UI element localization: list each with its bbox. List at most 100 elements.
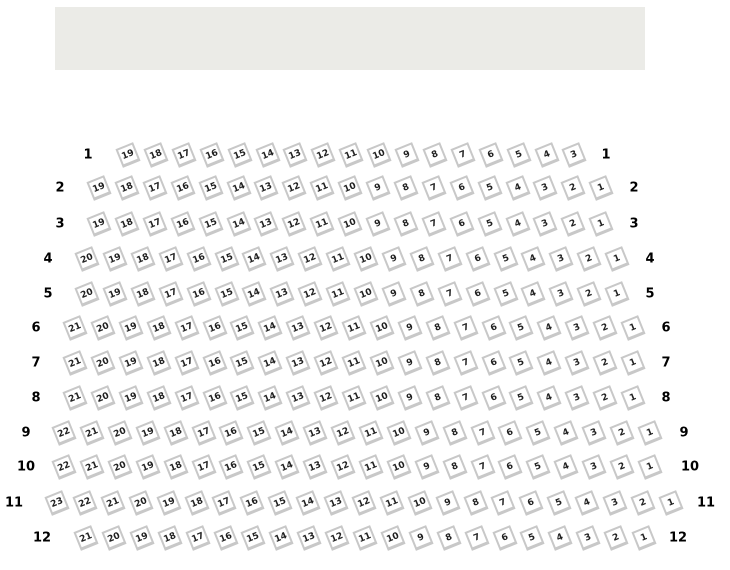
seat[interactable]: 19 bbox=[135, 454, 161, 480]
seat[interactable]: 13 bbox=[296, 525, 322, 551]
seat[interactable]: 1 bbox=[658, 490, 684, 516]
seat[interactable]: 10 bbox=[380, 525, 406, 551]
seat[interactable]: 9 bbox=[397, 385, 423, 411]
seat[interactable]: 5 bbox=[477, 211, 503, 237]
seat[interactable]: 1 bbox=[604, 281, 630, 307]
seat[interactable]: 17 bbox=[142, 211, 168, 237]
seat[interactable]: 6 bbox=[480, 315, 507, 341]
seat[interactable]: 1 bbox=[588, 175, 614, 201]
seat[interactable]: 20 bbox=[101, 525, 127, 551]
seat[interactable]: 11 bbox=[341, 315, 367, 341]
seat[interactable]: 15 bbox=[213, 281, 240, 307]
seat[interactable]: 5 bbox=[508, 315, 534, 341]
seat[interactable]: 12 bbox=[330, 420, 356, 446]
seat[interactable]: 8 bbox=[425, 315, 451, 341]
seat[interactable]: 11 bbox=[341, 385, 367, 411]
seat[interactable]: 6 bbox=[478, 142, 504, 168]
seat[interactable]: 13 bbox=[302, 420, 328, 446]
seat[interactable]: 10 bbox=[369, 315, 395, 341]
seat[interactable]: 6 bbox=[480, 350, 507, 376]
seat[interactable]: 8 bbox=[409, 246, 435, 272]
seat[interactable]: 7 bbox=[453, 350, 479, 376]
seat[interactable]: 6 bbox=[465, 281, 491, 307]
seat[interactable]: 20 bbox=[107, 454, 133, 480]
seat[interactable]: 11 bbox=[309, 175, 335, 201]
seat[interactable]: 15 bbox=[198, 211, 224, 237]
seat[interactable]: 16 bbox=[170, 175, 196, 201]
seat[interactable]: 16 bbox=[201, 385, 228, 411]
seat[interactable]: 2 bbox=[560, 175, 586, 201]
seat[interactable]: 7 bbox=[421, 211, 447, 237]
seat[interactable]: 4 bbox=[536, 385, 562, 411]
seat[interactable]: 11 bbox=[338, 142, 364, 168]
seat[interactable]: 16 bbox=[199, 142, 225, 168]
seat[interactable]: 12 bbox=[281, 175, 307, 201]
seat[interactable]: 8 bbox=[425, 385, 451, 411]
seat[interactable]: 5 bbox=[508, 385, 534, 411]
seat[interactable]: 15 bbox=[267, 490, 293, 516]
seat[interactable]: 16 bbox=[170, 211, 196, 237]
seat[interactable]: 4 bbox=[520, 281, 546, 307]
seat[interactable]: 14 bbox=[257, 315, 283, 341]
seat[interactable]: 16 bbox=[212, 525, 239, 551]
seat[interactable]: 20 bbox=[74, 246, 100, 272]
seat[interactable]: 18 bbox=[114, 211, 140, 237]
seat[interactable]: 5 bbox=[492, 246, 519, 272]
seat[interactable]: 10 bbox=[386, 420, 412, 446]
seat[interactable]: 14 bbox=[225, 175, 252, 201]
seat[interactable]: 13 bbox=[269, 281, 295, 307]
seat[interactable]: 11 bbox=[358, 454, 384, 480]
seat[interactable]: 20 bbox=[128, 490, 154, 516]
seat[interactable]: 18 bbox=[130, 281, 156, 307]
seat[interactable]: 4 bbox=[504, 175, 531, 201]
seat[interactable]: 3 bbox=[548, 246, 574, 272]
seat[interactable]: 14 bbox=[295, 490, 321, 516]
seat[interactable]: 16 bbox=[201, 350, 228, 376]
seat[interactable]: 6 bbox=[480, 385, 507, 411]
seat[interactable]: 19 bbox=[102, 281, 128, 307]
seat[interactable]: 4 bbox=[574, 490, 600, 516]
seat[interactable]: 18 bbox=[130, 246, 156, 272]
seat[interactable]: 11 bbox=[325, 246, 351, 272]
seat[interactable]: 3 bbox=[532, 175, 558, 201]
seat[interactable]: 10 bbox=[369, 385, 395, 411]
seat[interactable]: 18 bbox=[143, 142, 169, 168]
seat[interactable]: 9 bbox=[414, 420, 440, 446]
seat[interactable]: 14 bbox=[274, 420, 300, 446]
seat[interactable]: 13 bbox=[253, 211, 279, 237]
seat[interactable]: 18 bbox=[163, 420, 189, 446]
seat[interactable]: 7 bbox=[437, 246, 463, 272]
seat[interactable]: 19 bbox=[118, 385, 144, 411]
seat[interactable]: 19 bbox=[118, 315, 144, 341]
seat[interactable]: 14 bbox=[241, 281, 267, 307]
seat[interactable]: 1 bbox=[631, 525, 657, 551]
seat[interactable]: 1 bbox=[637, 454, 663, 480]
seat[interactable]: 12 bbox=[330, 454, 356, 480]
seat[interactable]: 1 bbox=[604, 246, 630, 272]
seat[interactable]: 1 bbox=[637, 420, 663, 446]
seat[interactable]: 10 bbox=[366, 142, 392, 168]
seat[interactable]: 10 bbox=[369, 350, 395, 376]
seat[interactable]: 3 bbox=[575, 525, 601, 551]
seat[interactable]: 10 bbox=[337, 175, 363, 201]
seat[interactable]: 7 bbox=[469, 420, 496, 446]
seat[interactable]: 8 bbox=[393, 175, 419, 201]
seat[interactable]: 3 bbox=[564, 350, 590, 376]
seat[interactable]: 4 bbox=[553, 454, 579, 480]
seat[interactable]: 2 bbox=[576, 246, 602, 272]
seat[interactable]: 3 bbox=[532, 211, 558, 237]
seat[interactable]: 8 bbox=[462, 490, 489, 516]
seat[interactable]: 18 bbox=[163, 454, 189, 480]
seat[interactable]: 15 bbox=[246, 420, 272, 446]
seat[interactable]: 13 bbox=[282, 142, 308, 168]
seat[interactable]: 12 bbox=[297, 246, 323, 272]
seat[interactable]: 9 bbox=[381, 281, 407, 307]
seat[interactable]: 16 bbox=[239, 490, 265, 516]
seat[interactable]: 1 bbox=[588, 211, 614, 237]
seat[interactable]: 2 bbox=[576, 281, 602, 307]
seat[interactable]: 10 bbox=[407, 490, 433, 516]
seat[interactable]: 19 bbox=[102, 246, 128, 272]
seat[interactable]: 6 bbox=[518, 490, 544, 516]
seat[interactable]: 15 bbox=[213, 246, 240, 272]
seat[interactable]: 9 bbox=[397, 350, 423, 376]
